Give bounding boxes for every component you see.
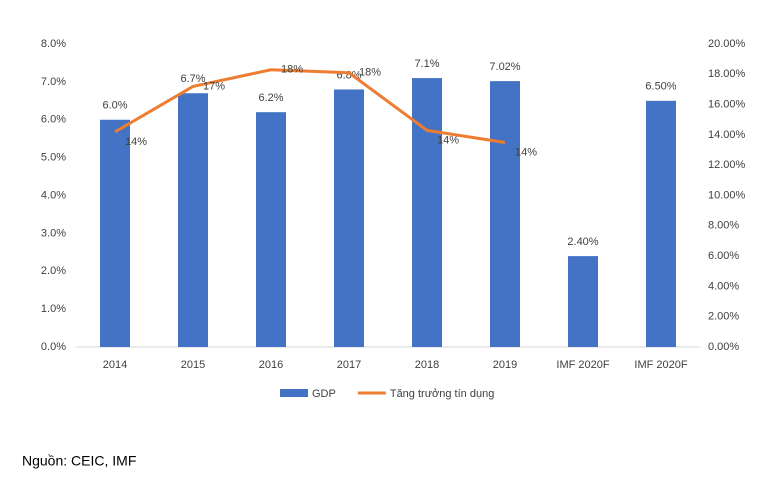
bar [256,112,286,347]
data-label: 18% [281,64,303,76]
y2-tick-label: 6.00% [708,250,739,262]
x-tick-label: IMF 2020F [634,359,687,371]
data-label: 18% [359,67,381,79]
x-tick-label: 2015 [181,359,205,371]
bar [490,81,520,348]
y-tick-label: 8.0% [41,38,66,50]
data-label: 6.7% [180,73,205,85]
data-label: 6.50% [645,81,676,93]
y2-tick-label: 14.00% [708,129,746,141]
y-tick-label: 6.0% [41,114,66,126]
legend-swatch [280,389,308,397]
legend-label: Tăng trưởng tín dụng [390,388,494,400]
data-label: 17% [203,80,225,92]
x-tick-label: 2017 [337,359,361,371]
y-tick-label: 5.0% [41,152,66,164]
data-label: 14% [125,136,147,148]
x-tick-label: 2014 [103,359,127,371]
x-tick-label: 2018 [415,359,439,371]
bar [178,93,208,347]
y2-tick-label: 2.00% [708,311,739,323]
bar [412,78,442,348]
y-tick-label: 2.0% [41,265,66,277]
data-label: 7.02% [489,61,520,73]
y2-tick-label: 8.00% [708,220,739,232]
y2-tick-label: 16.00% [708,99,746,111]
y2-tick-label: 10.00% [708,189,746,201]
y-tick-label: 0.0% [41,341,66,353]
data-label: 2.40% [567,236,598,248]
data-label: 14% [437,134,459,146]
y2-tick-label: 18.00% [708,68,746,80]
data-label: 6.0% [102,100,127,112]
x-tick-label: IMF 2020F [556,359,609,371]
y2-tick-label: 20.00% [708,38,746,50]
source-note: Nguồn: CEIC, IMF [22,453,136,469]
bar [646,100,676,347]
bar [334,89,364,347]
y-tick-label: 4.0% [41,189,66,201]
data-label: 7.1% [414,58,439,70]
line [114,68,506,144]
data-label: 14% [515,146,537,158]
x-tick-label: 2019 [493,359,517,371]
y2-tick-label: 12.00% [708,159,746,171]
x-tick-label: 2016 [259,359,283,371]
y2-tick-label: 0.00% [708,341,739,353]
y2-tick-label: 4.00% [708,280,739,292]
y-tick-label: 1.0% [41,303,66,315]
legend-label: GDP [312,388,336,400]
y-tick-label: 3.0% [41,227,66,239]
bar [100,119,130,347]
y-tick-label: 7.0% [41,76,66,88]
bar [568,256,598,347]
data-label: 6.2% [258,92,283,104]
